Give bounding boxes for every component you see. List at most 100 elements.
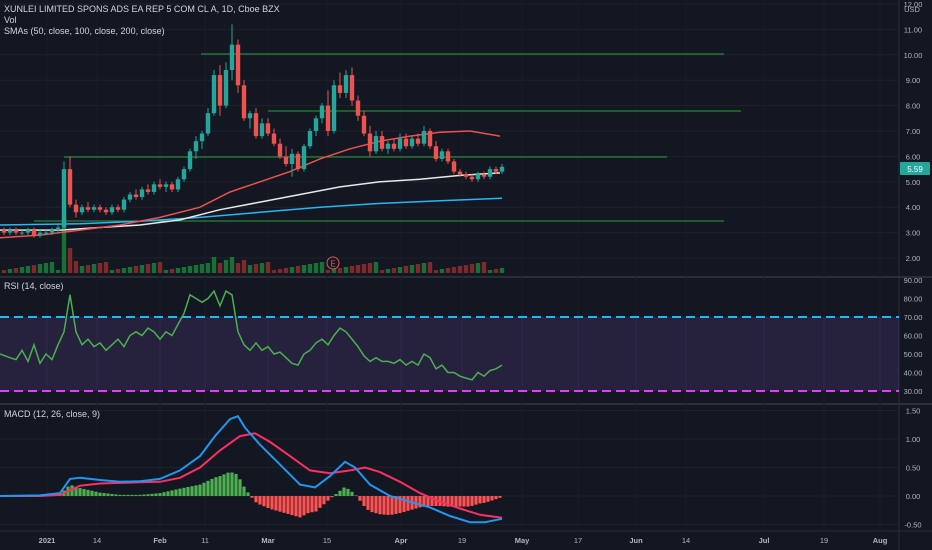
macd-hist-bar: [218, 476, 222, 496]
sma200-line[interactable]: [0, 197, 503, 226]
macd-hist-bar: [370, 496, 374, 513]
macd-hist-bar: [190, 486, 194, 496]
price-tick-label: 8.00: [906, 102, 921, 111]
time-axis[interactable]: 2021 14 Feb 11 Mar 15 Apr 19 May 17 Jun 14 Jul 19 Aug: [39, 536, 888, 545]
candle-body: [19, 232, 25, 234]
candle-body: [181, 169, 187, 180]
earnings-marker-label: E: [330, 260, 335, 269]
macd-legend[interactable]: MACD (12, 26, close, 9): [4, 409, 101, 419]
volume-bar: [397, 267, 403, 273]
macd-line[interactable]: [0, 414, 503, 524]
time-tick-label: Feb: [153, 536, 167, 545]
rsi-axis[interactable]: 90.00 80.00 70.00 60.00 50.00 40.00 30.00: [904, 276, 923, 396]
macd-hist-bar: [74, 486, 78, 496]
macd-hist-bar: [374, 496, 378, 514]
macd-hist-bar: [382, 496, 386, 515]
candle-body: [13, 230, 19, 233]
macd-hist-bar: [306, 496, 310, 514]
macd-hist-bar: [454, 496, 458, 507]
macd-hist-bar: [330, 496, 334, 498]
macd-hist-bar: [222, 474, 226, 496]
candle-body: [115, 207, 121, 210]
candle-body: [271, 133, 277, 144]
candle-body: [367, 133, 373, 152]
candle-body: [325, 105, 331, 131]
macd-hist-bar: [130, 494, 134, 496]
sma-legend[interactable]: SMAs (50, close, 100, close, 200, close): [4, 26, 165, 36]
macd-tick-label: 1.50: [906, 407, 921, 416]
volume-bar: [13, 268, 19, 273]
candle-body: [331, 85, 337, 131]
macd-hist-bar: [286, 496, 290, 514]
candle-body: [493, 169, 499, 172]
candle-body: [43, 232, 49, 234]
time-tick-label: 19: [820, 536, 828, 545]
volume-bar: [97, 263, 103, 273]
macd-hist-bar: [250, 496, 254, 498]
rsi-tick-label: 30.00: [904, 387, 923, 396]
earnings-marker[interactable]: [326, 256, 340, 270]
macd-hist-bar: [326, 496, 330, 501]
macd-hist-bar: [386, 496, 390, 515]
macd-hist-bar: [106, 493, 110, 496]
candle-body: [289, 153, 295, 165]
candle-body: [7, 230, 13, 233]
time-tick-label: 2021: [39, 536, 56, 545]
macd-hist-bar: [98, 492, 102, 496]
macd-hist-bar: [366, 496, 370, 510]
symbol-title[interactable]: XUNLEI LIMITED SPONS ADS EA REP 5 COM CL…: [4, 4, 280, 14]
signal-line[interactable]: [0, 432, 503, 519]
candle-body: [151, 184, 157, 192]
candle-body: [373, 136, 379, 152]
time-tick-label: May: [515, 536, 530, 545]
volume-bar: [247, 265, 253, 273]
volume-bar: [265, 262, 271, 273]
macd-hist-bar: [110, 493, 114, 496]
candle-body: [379, 136, 385, 149]
volume-bar: [349, 266, 355, 273]
candle-body: [253, 113, 259, 137]
candle-body: [175, 179, 181, 190]
candle-body: [79, 207, 85, 213]
rsi-tick-label: 80.00: [904, 295, 923, 304]
candle-body: [127, 194, 133, 200]
macd-hist-bar: [418, 496, 422, 508]
time-tick-label: 17: [574, 536, 582, 545]
volume-bar: [133, 266, 139, 273]
macd-hist-bar: [102, 493, 106, 496]
time-tick-label: Mar: [261, 536, 274, 545]
volume-bar: [481, 262, 487, 273]
volume-bar: [283, 268, 289, 273]
volume-bar: [73, 261, 79, 273]
rsi-legend[interactable]: RSI (14, close): [4, 281, 64, 291]
macd-hist-bar: [258, 496, 262, 505]
price-tick-label: 2.00: [906, 254, 921, 263]
candle-body: [103, 209, 109, 213]
rsi-line[interactable]: [0, 289, 503, 381]
sma50-line[interactable]: [0, 130, 501, 239]
macd-hist-bar: [254, 496, 258, 503]
volume-bar: [79, 266, 85, 273]
candle-body: [49, 230, 55, 233]
macd-hist-bar: [478, 496, 482, 504]
candle-body: [211, 75, 217, 114]
macd-tick-label: -0.50: [904, 521, 921, 530]
macd-hist-bar: [170, 490, 174, 496]
candle-body: [361, 115, 367, 134]
candle-body: [91, 207, 97, 210]
volume-bar: [127, 267, 133, 273]
macd-hist-bar: [94, 491, 98, 496]
macd-hist-bar: [482, 496, 486, 503]
macd-hist-bar: [474, 496, 478, 505]
macd-hist-bar: [346, 488, 350, 496]
volume-legend[interactable]: Vol: [4, 15, 17, 25]
macd-hist-bar: [266, 496, 270, 508]
macd-hist-bar: [398, 496, 402, 514]
candles[interactable]: [1, 24, 505, 238]
volume-bar: [241, 260, 247, 273]
macd-axis[interactable]: 1.50 1.00 0.50 0.00 -0.50: [904, 407, 921, 530]
candle-body: [415, 138, 421, 144]
current-price-badge: [900, 162, 930, 175]
price-axis[interactable]: 12.00 11.00 10.00 9.00 8.00 7.00 6.00 5.00 4.00 3…: [904, 0, 923, 263]
